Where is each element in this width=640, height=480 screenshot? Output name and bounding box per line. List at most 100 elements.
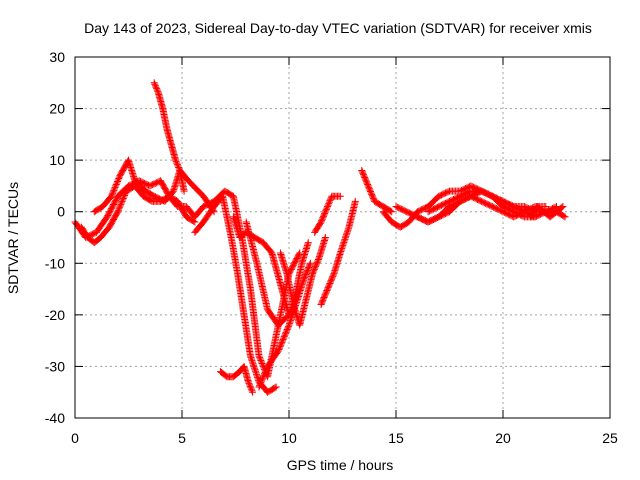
data-point — [175, 165, 183, 173]
data-point — [172, 156, 180, 164]
data-point — [191, 218, 199, 226]
data-point — [279, 335, 287, 343]
series-t2 — [77, 182, 199, 247]
series-t18 — [527, 203, 567, 221]
data-point — [257, 379, 265, 387]
y-tick-label: 0 — [57, 204, 65, 220]
data-point — [116, 202, 124, 210]
data-point — [115, 205, 123, 213]
data-point — [120, 193, 128, 201]
series-t6 — [217, 362, 257, 396]
data-point — [339, 241, 347, 249]
data-point — [247, 354, 255, 362]
data-point — [256, 380, 264, 388]
series-t7 — [229, 213, 293, 319]
data-point — [258, 359, 266, 367]
x-tick-label: 25 — [602, 430, 618, 446]
data-point — [275, 346, 283, 354]
series-t9 — [276, 234, 329, 329]
data-point — [341, 235, 349, 243]
data-point — [284, 324, 292, 332]
data-point — [256, 355, 264, 363]
data-point — [154, 88, 162, 96]
data-point — [256, 354, 264, 362]
data-point — [339, 240, 347, 248]
data-point — [344, 226, 352, 234]
data-point — [117, 200, 125, 208]
data-point — [325, 198, 333, 206]
data-point — [284, 323, 292, 331]
data-point — [323, 204, 331, 212]
data-point — [282, 328, 290, 336]
data-point — [174, 162, 182, 170]
data-point — [338, 243, 346, 251]
data-point — [113, 178, 121, 186]
series-t5 — [191, 192, 280, 396]
data-point — [285, 321, 293, 329]
data-point — [351, 197, 359, 205]
data-point — [274, 347, 282, 355]
data-point — [261, 370, 269, 378]
data-point — [342, 232, 350, 240]
data-point — [111, 183, 119, 191]
data-point — [276, 343, 284, 351]
data-point — [336, 249, 344, 257]
data-points — [71, 79, 569, 396]
data-point — [283, 327, 291, 335]
x-tick-label: 0 — [71, 430, 79, 446]
data-point — [250, 363, 258, 371]
data-point — [259, 374, 267, 382]
data-point — [286, 320, 294, 328]
data-point — [121, 190, 129, 198]
data-point — [388, 208, 396, 216]
data-point — [260, 371, 268, 379]
y-axis-label: SDTVAR / TECUs — [5, 182, 21, 294]
data-point — [386, 207, 394, 215]
data-point — [341, 234, 349, 242]
data-point — [324, 201, 332, 209]
data-point — [115, 175, 123, 183]
y-tick-label: -40 — [45, 410, 65, 426]
data-point — [108, 191, 116, 199]
data-point — [343, 229, 351, 237]
data-point — [248, 387, 256, 395]
data-point — [558, 203, 566, 211]
y-tick-label: -20 — [45, 307, 65, 323]
data-point — [109, 189, 117, 197]
data-point — [271, 384, 279, 392]
data-point — [252, 367, 260, 375]
data-point — [173, 161, 181, 169]
data-point — [342, 231, 350, 239]
data-point — [344, 225, 352, 233]
data-point — [114, 206, 122, 214]
data-point — [337, 247, 345, 255]
data-point — [249, 360, 257, 368]
data-point — [289, 309, 297, 317]
data-point — [466, 188, 474, 196]
data-point — [255, 352, 263, 360]
data-point — [338, 244, 346, 252]
data-point — [252, 369, 260, 377]
data-point — [244, 378, 252, 386]
data-point — [256, 382, 264, 390]
data-point — [277, 340, 285, 348]
series-t1 — [71, 177, 304, 381]
data-point — [246, 381, 254, 389]
data-point — [290, 308, 298, 316]
data-point — [277, 341, 285, 349]
data-point — [110, 185, 118, 193]
data-point — [257, 357, 265, 365]
data-point — [321, 234, 329, 241]
series-t13 — [358, 166, 396, 216]
data-point — [117, 199, 125, 207]
data-point — [289, 311, 297, 319]
data-point — [292, 301, 300, 309]
data-point — [107, 192, 115, 200]
data-point — [246, 382, 254, 390]
data-point — [173, 159, 181, 167]
data-point — [251, 364, 259, 372]
y-tick-label: -30 — [45, 358, 65, 374]
data-point — [253, 370, 261, 378]
data-point — [121, 192, 129, 200]
